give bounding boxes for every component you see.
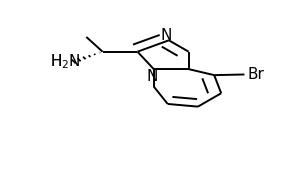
Text: H$_2$N: H$_2$N <box>50 52 81 71</box>
Text: H: H <box>50 54 62 69</box>
Text: Br: Br <box>247 67 264 82</box>
Text: N: N <box>161 28 172 43</box>
Text: N: N <box>147 69 158 84</box>
